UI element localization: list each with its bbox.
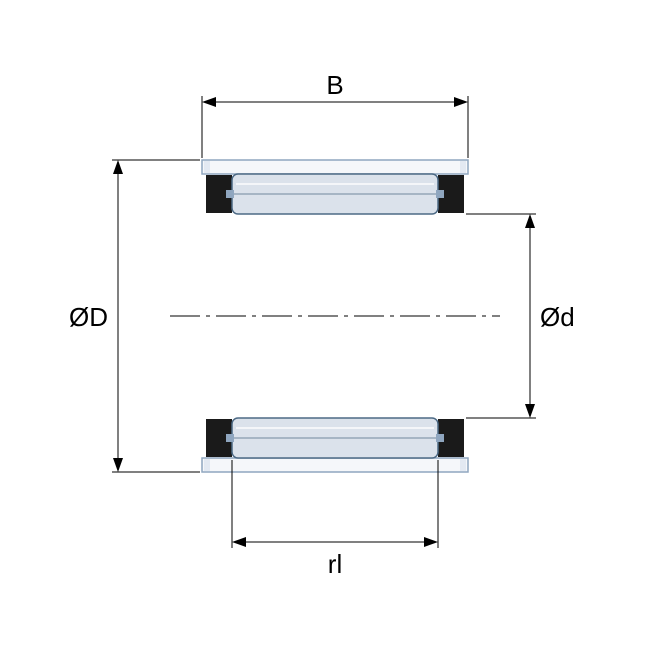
dim-D-label: ØD — [69, 302, 108, 332]
outer-ring-bottom-chamfer-right — [460, 459, 466, 471]
outer-ring-top — [202, 160, 468, 174]
dimension-rl: rl — [232, 460, 438, 579]
roller-bottom-pin-left — [226, 434, 234, 442]
dim-B-label: B — [326, 70, 343, 100]
roller-bottom-pin-right — [436, 434, 444, 442]
roller-top-pin-right — [436, 190, 444, 198]
roller-assembly-bottom — [206, 418, 464, 458]
outer-ring-top-chamfer-left — [204, 161, 210, 173]
roller-assembly-top — [206, 174, 464, 214]
dim-rl-label: rl — [328, 549, 342, 579]
outer-ring-bottom — [202, 458, 468, 472]
outer-ring-top-chamfer-right — [460, 161, 466, 173]
dim-d-label: Ød — [540, 302, 575, 332]
dimension-B: B — [202, 70, 468, 158]
bearing-section-drawing: B ØD Ød rl — [0, 0, 670, 670]
outer-ring-bottom-chamfer-left — [204, 459, 210, 471]
roller-top-pin-left — [226, 190, 234, 198]
